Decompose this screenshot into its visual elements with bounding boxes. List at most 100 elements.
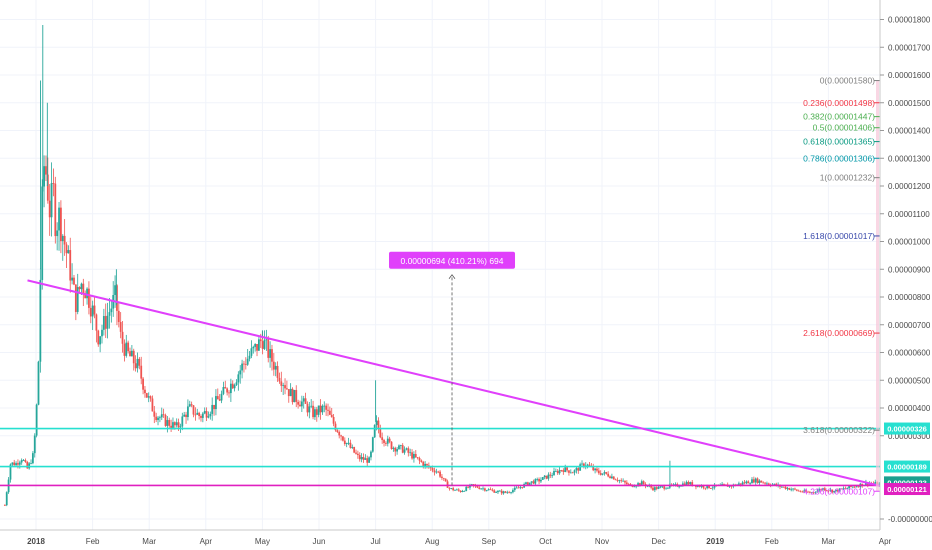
time-tick-label: Feb — [86, 537, 100, 546]
candle-body — [259, 339, 262, 342]
candle-body — [231, 383, 234, 389]
candle-body — [101, 329, 103, 337]
candle-body — [74, 284, 77, 312]
candle-body — [267, 339, 270, 358]
price-badge — [884, 422, 930, 435]
price-tick-label: 0.00000800 — [888, 293, 931, 302]
candle-body — [508, 492, 511, 494]
candle-body — [752, 479, 755, 483]
candle-body — [211, 404, 214, 414]
price-axis[interactable] — [880, 0, 932, 530]
price-badge-label: 0.00000189 — [887, 463, 927, 472]
candle-body — [422, 462, 425, 467]
candle-body — [61, 235, 64, 242]
candle-body — [104, 316, 107, 329]
candle-body — [69, 250, 72, 281]
candle-body — [130, 350, 133, 357]
candle-body — [545, 475, 548, 479]
candle-body — [286, 388, 288, 390]
time-tick-label: Oct — [539, 537, 552, 546]
candle-body — [760, 480, 763, 483]
candle-body — [250, 348, 253, 356]
candle-body — [209, 413, 212, 417]
price-tick-label: 0.00001700 — [888, 43, 931, 52]
candle-body — [246, 358, 249, 365]
candle-body — [381, 437, 384, 441]
candle-body — [680, 485, 682, 487]
candle-body — [278, 377, 281, 382]
candle-body — [257, 339, 260, 351]
candle-body — [56, 230, 59, 237]
candle-body — [766, 483, 768, 485]
candle-body — [46, 174, 49, 201]
candle-body — [556, 470, 559, 474]
candle-body — [168, 420, 171, 426]
candle-body — [358, 455, 361, 460]
measure-label-box — [389, 251, 516, 269]
candle-body — [431, 467, 434, 471]
candle-body — [605, 472, 608, 474]
candle-body — [721, 483, 724, 485]
candle-body — [842, 488, 845, 490]
price-badge — [884, 460, 930, 473]
fib-level-label: 0.5(0.00001406) — [813, 123, 876, 133]
candle-body — [144, 389, 146, 394]
candle-body — [228, 392, 230, 394]
candle-body — [579, 464, 582, 471]
time-axis[interactable] — [0, 530, 932, 550]
candle-body — [773, 483, 776, 485]
candle-body — [459, 490, 462, 493]
candle-body — [15, 463, 17, 466]
candle-body — [9, 464, 12, 480]
candle-body — [657, 486, 660, 489]
candle-body — [788, 488, 791, 490]
candle-body — [661, 486, 664, 488]
time-tick-label: Aug — [425, 537, 439, 546]
time-tick-label: May — [255, 537, 270, 546]
price-tick-label: 0.00001300 — [888, 154, 931, 163]
price-tick-label: 0.00001200 — [888, 182, 931, 191]
candle-body — [54, 183, 57, 237]
candle-body — [756, 478, 759, 483]
candle-body — [609, 476, 611, 479]
candle-body — [388, 438, 391, 442]
candle-body — [125, 342, 128, 356]
candle-body — [385, 442, 387, 444]
candle-body — [370, 451, 372, 458]
candle-body — [241, 363, 243, 371]
candle-body — [498, 490, 501, 492]
candle-body — [708, 485, 710, 489]
price-tick-label: 0.00000300 — [888, 432, 931, 441]
candle-body — [371, 437, 374, 452]
candle-body — [386, 438, 389, 444]
candle-body — [181, 416, 184, 427]
candle-body — [127, 342, 130, 352]
candle-body — [390, 441, 393, 449]
candle-body — [599, 473, 602, 475]
fib-level-label: 2.618(0.00000669) — [803, 328, 875, 338]
candle-body — [568, 470, 570, 473]
candle-body — [327, 409, 329, 411]
candle-body — [13, 462, 16, 466]
time-tick-label: Mar — [142, 537, 156, 546]
candle-body — [491, 489, 494, 491]
candle-body — [629, 484, 632, 485]
candle-body — [379, 429, 382, 438]
candle-body — [653, 487, 656, 491]
candle-body — [409, 452, 412, 454]
candle-body — [495, 492, 498, 493]
candle-body — [289, 388, 292, 397]
candle-body — [611, 476, 613, 479]
candle-body — [857, 486, 860, 488]
candle-body — [551, 475, 554, 477]
candle-body — [22, 460, 25, 461]
candle-body — [487, 489, 490, 491]
candle-body — [353, 447, 356, 453]
candle-body — [575, 468, 578, 471]
candle-body — [616, 479, 619, 481]
candle-body — [304, 398, 307, 404]
candle-body — [162, 414, 165, 416]
candle-body — [117, 310, 120, 323]
candle-body — [618, 480, 621, 482]
